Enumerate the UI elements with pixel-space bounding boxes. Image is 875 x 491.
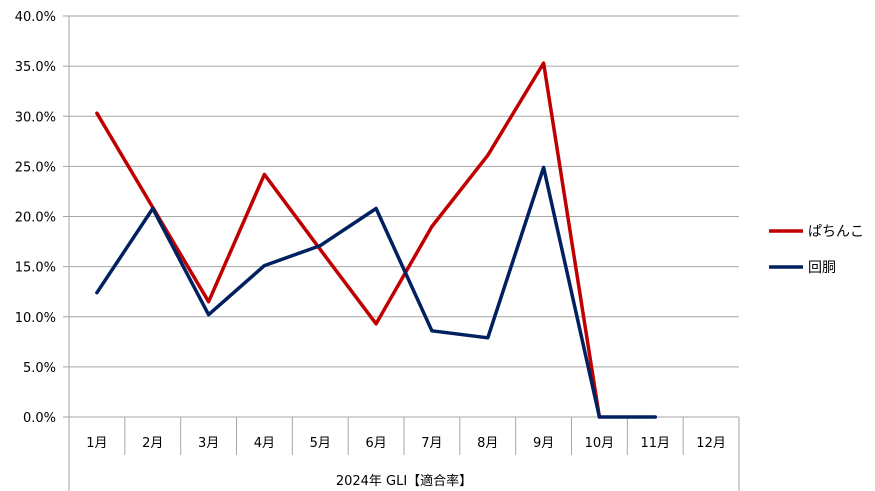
data-point [431,226,433,228]
data-point [96,112,98,114]
data-point [431,330,433,332]
data-point [543,62,545,64]
data-point [375,207,377,209]
data-point [487,154,489,156]
y-tick-label: 35.0% [15,60,56,75]
data-point [319,245,321,247]
legend-label: 回胴 [808,260,836,276]
y-tick-label: 25.0% [15,160,56,175]
y-tick-label: 5.0% [23,361,56,376]
data-point [654,416,656,418]
data-point [208,301,210,303]
data-point [319,249,321,251]
data-point [263,173,265,175]
data-point [375,323,377,325]
series-line [95,61,602,419]
x-tick-label: 2月 [142,436,163,451]
legend-label: ぱちんこ [808,224,864,240]
x-tick-label: 10月 [585,436,615,451]
series-lines [95,61,658,419]
y-tick-label: 30.0% [15,110,56,125]
x-tick-label: 6月 [365,436,386,451]
y-tick-label: 20.0% [15,211,56,226]
x-tick-label: 9月 [533,436,554,451]
y-axis-ticks: 0.0% 5.0% 10.0% 15.0% 20.0% 25.0% 30.0% 35.0% 40… [15,10,56,426]
x-tick-label: 7月 [421,436,442,451]
x-tick-label: 4月 [254,436,275,451]
y-tick-label: 0.0% [23,411,56,426]
data-point [208,314,210,316]
series-line [95,165,658,419]
data-point [598,416,600,418]
y-tick-label: 40.0% [15,10,56,25]
x-tick-label: 3月 [198,436,219,451]
x-axis-title: 2024年 GLI【適合率】 [336,473,472,489]
gridlines [63,15,740,491]
x-tick-label: 8月 [477,436,498,451]
x-tick-label: 1月 [86,436,107,451]
y-tick-label: 10.0% [15,311,56,326]
data-point [263,265,265,267]
data-point [543,166,545,168]
x-tick-label: 5月 [310,436,331,451]
data-point [96,292,98,294]
data-point [152,207,154,209]
x-tick-label: 12月 [696,436,726,451]
data-point [487,337,489,339]
x-axis: 1月 2月 3月 4月 5月 6月 7月 8月 9月 10月 11月 12月 [86,417,726,455]
x-tick-label: 11月 [640,436,670,451]
y-tick-label: 15.0% [15,261,56,276]
